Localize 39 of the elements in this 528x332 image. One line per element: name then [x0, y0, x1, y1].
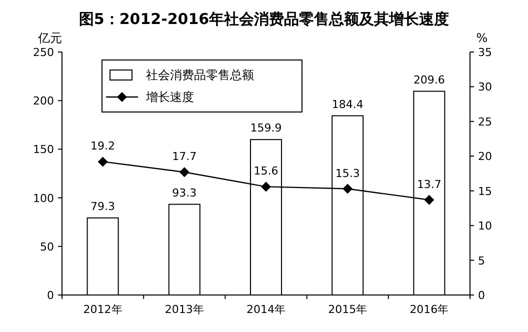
- point: [261, 182, 271, 192]
- y-tick-label: 100: [33, 192, 54, 205]
- point: [98, 156, 108, 167]
- y-tick-label: 250: [33, 46, 54, 59]
- y-tick-label: 0: [47, 289, 54, 302]
- point: [342, 184, 353, 194]
- x-tick-label: 2014年: [246, 303, 286, 316]
- y2-tick-label: 15: [478, 184, 492, 198]
- y2-tick-label: 35: [478, 46, 492, 59]
- x-tick-label: 2016年: [410, 303, 449, 316]
- y2-axis-title: %: [476, 31, 488, 45]
- y2-tick-label: 5: [478, 254, 485, 268]
- x-tick-label: 2012年: [83, 303, 122, 316]
- y-tick-label: 200: [33, 94, 54, 108]
- y2-tick-label: 10: [478, 220, 492, 233]
- x-tick-label: 2015年: [328, 303, 368, 316]
- data-label: 19.2: [90, 140, 116, 153]
- data-label: 159.9: [250, 122, 282, 135]
- point: [179, 167, 190, 178]
- x-tick-label: 2013年: [164, 303, 204, 316]
- legend-label: 增长速度: [145, 90, 194, 104]
- y2-tick-label: 30: [478, 80, 492, 94]
- y2-tick-label: 20: [478, 150, 492, 164]
- y2-tick-label: 0: [478, 289, 485, 302]
- data-label: 209.6: [413, 73, 445, 86]
- point: [424, 194, 434, 205]
- data-label: 79.3: [90, 200, 116, 213]
- data-label: 93.3: [172, 186, 197, 200]
- data-label: 15.3: [335, 166, 360, 180]
- y-tick-label: 50: [40, 240, 54, 254]
- legend-label: 社会消费品零售总额: [146, 68, 254, 82]
- y2-tick-label: 25: [478, 115, 492, 128]
- y-tick-label: 150: [33, 143, 54, 156]
- y-axis-title: 亿元: [37, 31, 62, 45]
- data-label: 17.7: [172, 150, 197, 164]
- data-label: 15.6: [254, 164, 278, 178]
- chart-title: 图5：2012-2016年社会消费品零售总额及其增长速度: [78, 10, 450, 28]
- data-label: 13.7: [416, 178, 442, 191]
- data-label: 184.4: [332, 98, 364, 111]
